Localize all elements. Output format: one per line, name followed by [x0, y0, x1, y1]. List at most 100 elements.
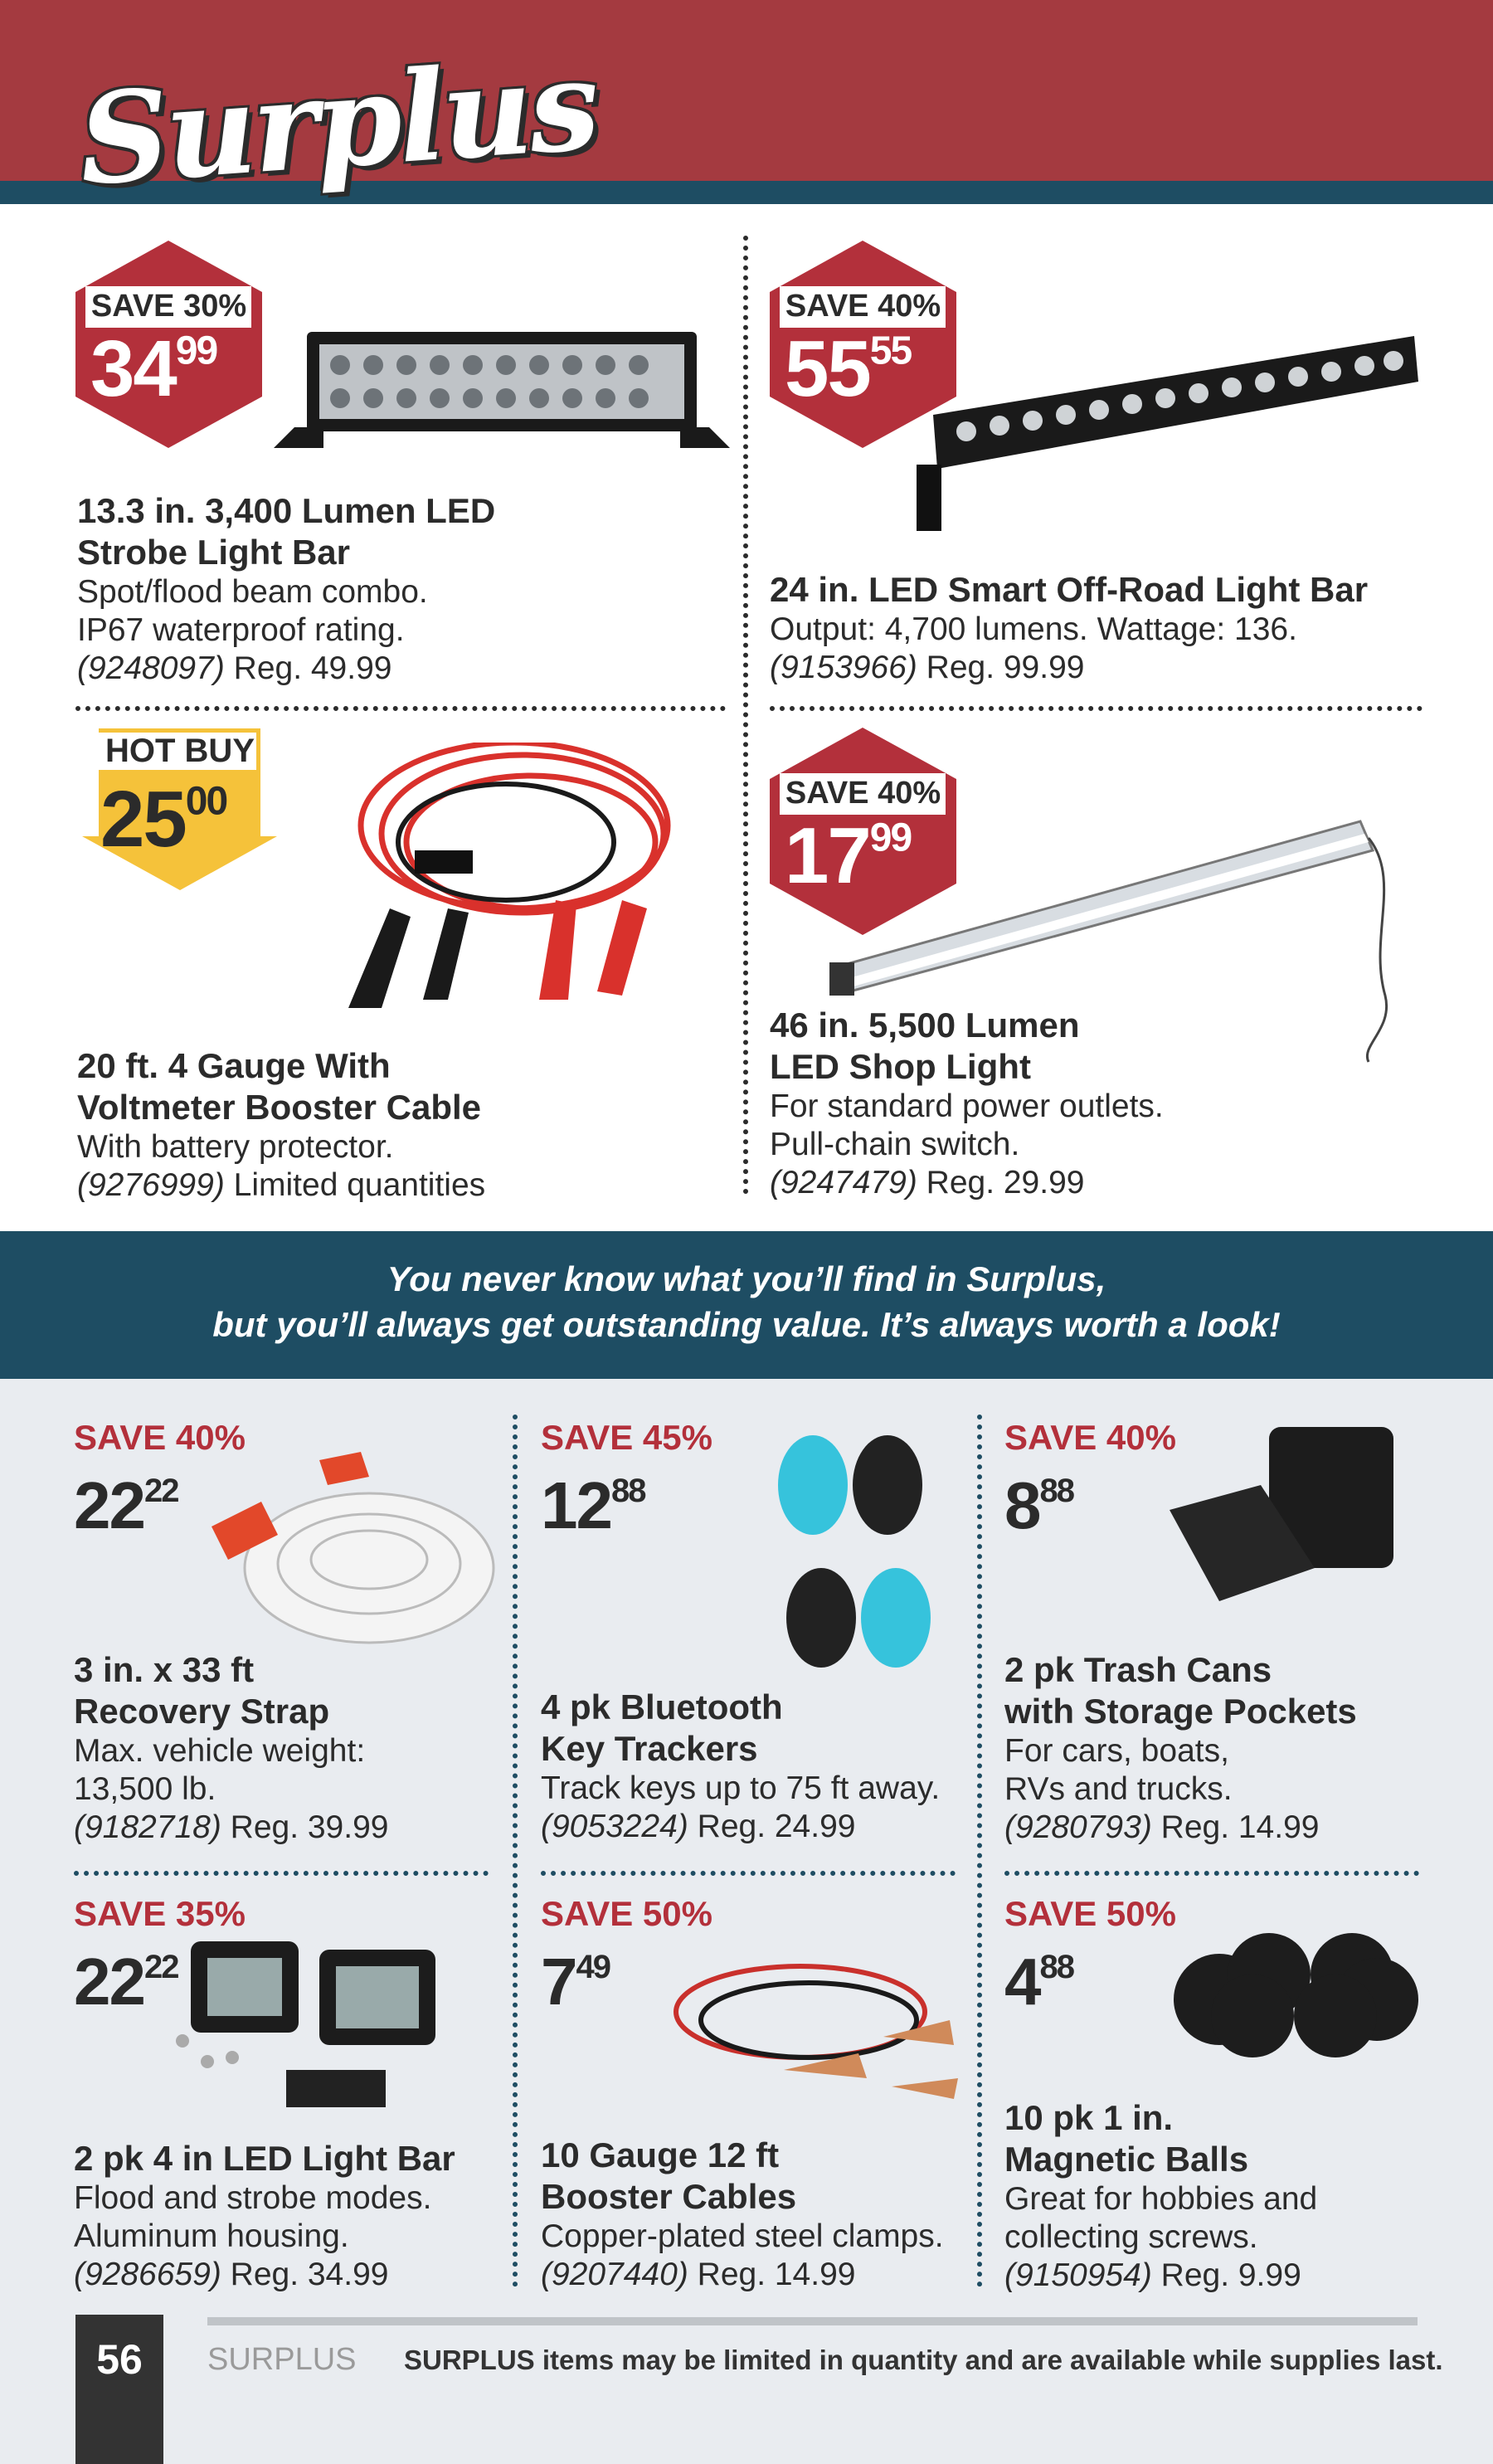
product-title: 10 pk 1 in. [1004, 2098, 1174, 2137]
product-text: 10 Gauge 12 ft Booster Cables Copper-plate… [541, 2135, 989, 2294]
divider-vertical [743, 236, 748, 1195]
price-cents: 22 [143, 1949, 179, 1985]
divider-horizontal [1004, 1871, 1419, 1876]
save-label: SAVE 35% [74, 1894, 246, 1933]
product-description: For standard power outlets. [770, 1088, 1164, 1124]
key-trackers-image [778, 1435, 931, 1668]
product-description: collecting screws. [1004, 2219, 1258, 2255]
sku-line: (9280793) Reg. 14.99 [1004, 1809, 1452, 1847]
price-cents: 99 [175, 329, 218, 373]
price-dollars: 25 [100, 775, 187, 864]
footer-rule [207, 2317, 1418, 2325]
product-text: 3 in. x 33 ft Recovery Strap Max. vehicle … [74, 1649, 522, 1847]
product-text: 46 in. 5,500 Lumen LED Shop Light For stan… [770, 1005, 1433, 1202]
product-title: 20 ft. 4 Gauge With [77, 1046, 391, 1085]
sku-line: (9276999) Limited quantities [77, 1166, 741, 1205]
product-title: 2 pk 4 in LED Light Bar [74, 2139, 455, 2178]
price-cents: 88 [610, 1473, 646, 1509]
product-title: 4 pk Bluetooth [541, 1687, 783, 1726]
price-dollars: 4 [1004, 1945, 1041, 2018]
price-dollars: 12 [541, 1468, 613, 1542]
led-light-bar-image [274, 332, 730, 448]
product-text: 24 in. LED Smart Off-Road Light Bar Outpu… [770, 569, 1433, 687]
sku: (9248097) [77, 650, 225, 686]
regular-price: Limited quantities [233, 1167, 486, 1203]
product-title: Voltmeter Booster Cable [77, 1088, 481, 1127]
product-description: Track keys up to 75 ft away. [541, 1770, 941, 1806]
sku: (9280793) [1004, 1809, 1152, 1845]
sku: (9276999) [77, 1167, 225, 1203]
price: 2222 [74, 1934, 179, 2015]
product-text: 13.3 in. 3,400 Lumen LED Strobe Light Bar… [77, 490, 741, 688]
sku-line: (9182718) Reg. 39.99 [74, 1809, 522, 1847]
product-title: with Storage Pockets [1004, 1692, 1357, 1731]
shop-light-image [829, 820, 1388, 1063]
price: 1799 [785, 811, 912, 902]
price-dollars: 34 [90, 324, 178, 413]
product-title: Recovery Strap [74, 1692, 330, 1731]
badge-label: SAVE 40% [785, 289, 941, 324]
product-title: 13.3 in. 3,400 Lumen LED [77, 491, 496, 530]
product-description: RVs and trucks. [1004, 1771, 1233, 1807]
header-band [0, 0, 1493, 181]
regular-price: Reg. 24.99 [697, 1809, 856, 1844]
sku-line: (9248097) Reg. 49.99 [77, 650, 741, 688]
price: 5555 [785, 324, 912, 415]
price-dollars: 55 [785, 324, 872, 413]
recovery-strap-image [212, 1452, 495, 1644]
sku-line: (9153966) Reg. 99.99 [770, 649, 1433, 687]
price: 2222 [74, 1458, 179, 1542]
sku: (9182718) [74, 1809, 221, 1845]
sku-line: (9286659) Reg. 34.99 [74, 2256, 522, 2294]
sku-line: (9247479) Reg. 29.99 [770, 1164, 1433, 1202]
divider-horizontal [541, 1871, 956, 1876]
price-cents: 99 [869, 816, 912, 860]
product-description: Max. vehicle weight: [74, 1733, 366, 1769]
page-number-tab [75, 2315, 163, 2464]
product-title: 3 in. x 33 ft [74, 1650, 255, 1689]
product-text: 2 pk Trash Cans with Storage Pockets For c… [1004, 1649, 1452, 1847]
header-stripe [0, 181, 1493, 204]
off-road-light-bar-image [917, 336, 1418, 531]
divider-horizontal [74, 1871, 489, 1876]
regular-price: Reg. 9.99 [1160, 2257, 1301, 2293]
booster-cables-image [674, 1964, 958, 2099]
sku: (9150954) [1004, 2257, 1152, 2293]
save-label: SAVE 40% [1004, 1418, 1176, 1457]
product-description: Great for hobbies and [1004, 2181, 1318, 2217]
sku: (9247479) [770, 1165, 917, 1200]
product-title: Key Trackers [541, 1729, 758, 1768]
save-badge: SAVE 30% 3499 [75, 241, 262, 448]
divider-horizontal [75, 706, 726, 711]
divider-vertical [513, 1415, 518, 2287]
promo-banner: You never know what you’ll find in Surpl… [0, 1231, 1493, 1379]
product-text: 20 ft. 4 Gauge With Voltmeter Booster Cab… [77, 1045, 741, 1205]
product-description: With battery protector. [77, 1129, 394, 1165]
product-title: 10 Gauge 12 ft [541, 2135, 780, 2174]
product-title: 46 in. 5,500 Lumen [770, 1006, 1080, 1045]
sku-line: (9150954) Reg. 9.99 [1004, 2257, 1452, 2295]
banner-line-1: You never know what you’ll find in Surpl… [387, 1259, 1106, 1298]
badge-label: HOT BUY [105, 733, 255, 769]
price-cents: 00 [185, 779, 228, 824]
banner-line-2: but you’ll always get outstanding value.… [212, 1305, 1281, 1344]
product-description: Copper-plated steel clamps. [541, 2218, 944, 2254]
price: 749 [541, 1934, 611, 2015]
product-title: 24 in. LED Smart Off-Road Light Bar [770, 570, 1369, 609]
booster-cable-image [348, 743, 671, 1008]
price-dollars: 22 [74, 1468, 146, 1542]
price-cents: 22 [143, 1473, 179, 1509]
product-description: 13,500 lb. [74, 1771, 216, 1807]
save-badge: SAVE 40% 1799 [770, 728, 956, 935]
price: 3499 [90, 324, 218, 415]
badge-label: SAVE 40% [785, 776, 941, 811]
sku: (9053224) [541, 1809, 688, 1844]
price: 488 [1004, 1934, 1075, 2018]
divider-vertical [977, 1415, 982, 2287]
price-dollars: 17 [785, 811, 872, 900]
product-title: 2 pk Trash Cans [1004, 1650, 1272, 1689]
regular-price: Reg. 49.99 [233, 650, 392, 686]
regular-price: Reg. 14.99 [697, 2257, 856, 2292]
sku-line: (9207440) Reg. 14.99 [541, 2256, 989, 2294]
section-label: SURPLUS [207, 2342, 357, 2377]
